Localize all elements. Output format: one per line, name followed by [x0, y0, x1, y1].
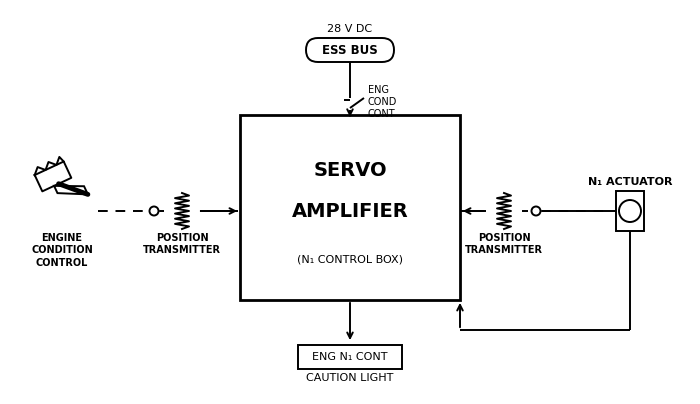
Text: POSITION
TRANSMITTER: POSITION TRANSMITTER — [465, 233, 543, 255]
Text: ESS BUS: ESS BUS — [322, 44, 378, 57]
Text: AMPLIFIER: AMPLIFIER — [292, 202, 408, 221]
Circle shape — [531, 206, 540, 215]
Polygon shape — [54, 186, 88, 194]
Bar — [240, 115, 460, 300]
Circle shape — [619, 200, 641, 222]
Bar — [298, 345, 402, 369]
Text: 28 V DC: 28 V DC — [328, 24, 372, 34]
Text: N₁ ACTUATOR: N₁ ACTUATOR — [588, 177, 672, 187]
Text: SERVO: SERVO — [313, 161, 387, 180]
Text: CAUTION LIGHT: CAUTION LIGHT — [307, 373, 393, 383]
Text: ENGINE
CONDITION
CONTROL: ENGINE CONDITION CONTROL — [31, 233, 93, 268]
FancyBboxPatch shape — [306, 38, 394, 62]
Text: ENG
COND
CONT: ENG COND CONT — [368, 84, 398, 120]
Text: POSITION
TRANSMITTER: POSITION TRANSMITTER — [143, 233, 221, 255]
Text: (N₁ CONTROL BOX): (N₁ CONTROL BOX) — [297, 254, 403, 264]
Bar — [616, 191, 644, 231]
Text: ENG N₁ CONT: ENG N₁ CONT — [312, 352, 388, 362]
Circle shape — [150, 206, 158, 215]
